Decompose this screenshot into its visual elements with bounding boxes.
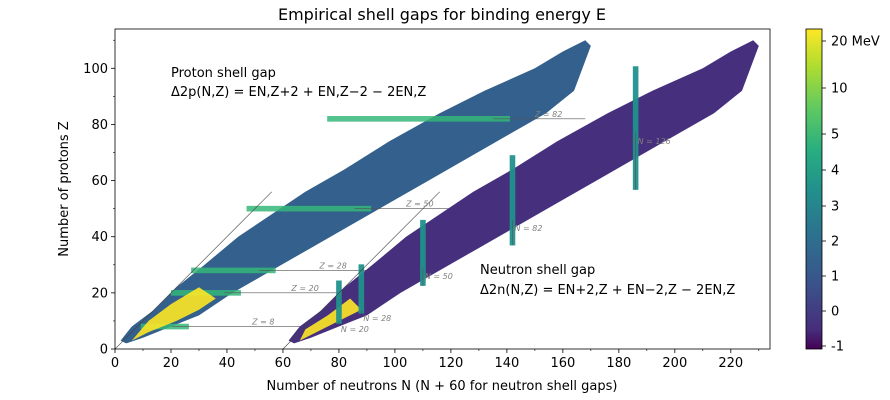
x-tick-label: 20 bbox=[163, 356, 180, 371]
proton-magic-label: Z = 50 bbox=[405, 200, 433, 209]
neutron-light-region bbox=[299, 298, 362, 341]
neutron-magic-label: N = 28 bbox=[363, 314, 391, 323]
y-axis: 0 20 40 60 80 100 bbox=[83, 39, 115, 358]
x-tick-label: 140 bbox=[494, 356, 519, 371]
neutron-annotation-title: Neutron shell gap bbox=[480, 263, 595, 278]
proton-light-region bbox=[131, 287, 216, 341]
proton-gap-strip bbox=[140, 323, 189, 330]
colorbar-tick-label: 3 bbox=[831, 200, 839, 215]
x-tick-label: 200 bbox=[662, 356, 687, 371]
proton-annotation-title: Proton shell gap bbox=[171, 66, 276, 81]
y-tick-label: 20 bbox=[91, 286, 108, 301]
proton-annotation-formula: Δ2p(N,Z) = EN,Z+2 + EN,Z−2 − 2EN,Z bbox=[171, 85, 426, 100]
neutron-magic-label: N = 126 bbox=[638, 137, 671, 146]
neutron-magic-label: N = 50 bbox=[425, 272, 453, 281]
neutron-gap-strip bbox=[509, 155, 516, 246]
y-tick-label: 0 bbox=[100, 343, 108, 358]
x-tick-label: 120 bbox=[438, 356, 463, 371]
neutron-gap-strip bbox=[420, 219, 426, 286]
neutron-annotation-formula: Δ2n(N,Z) = EN+2,Z + EN−2,Z − 2EN,Z bbox=[480, 283, 735, 298]
n-equals-z-shifted-line bbox=[282, 191, 440, 349]
neutron-gap-strip bbox=[632, 66, 639, 190]
y-tick-label: 80 bbox=[91, 118, 108, 133]
colorbar-tick-label: -1 bbox=[831, 340, 844, 355]
x-tick-label: 100 bbox=[383, 356, 408, 371]
y-tick-label: 100 bbox=[83, 62, 108, 77]
proton-gap-strip bbox=[191, 267, 276, 274]
neutron-shell-gap-band bbox=[288, 40, 759, 344]
colorbar-tick-label: 0 bbox=[831, 305, 839, 320]
neutron-gap-strip bbox=[358, 264, 365, 314]
x-tick-label: 180 bbox=[606, 356, 631, 371]
proton-magic-label: Z = 20 bbox=[290, 284, 318, 293]
y-tick-label: 60 bbox=[91, 174, 108, 189]
colorbar-tick-label: 20 MeV bbox=[831, 35, 880, 50]
proton-gap-strip bbox=[327, 116, 510, 122]
plot-frame bbox=[114, 28, 771, 350]
colorbar-gradient bbox=[805, 28, 823, 350]
y-axis-label: Number of protons Z bbox=[57, 121, 72, 256]
x-tick-label: 220 bbox=[718, 356, 743, 371]
n-equals-z-line bbox=[115, 191, 272, 349]
chart-title: Empirical shell gaps for binding energy … bbox=[278, 5, 606, 24]
colorbar-tick-label: 2 bbox=[831, 235, 839, 250]
neutron-magic-label: N = 82 bbox=[514, 224, 542, 233]
x-axis: 0 20 40 60 80 100 120 140 160 180 200 220 bbox=[111, 349, 760, 371]
x-tick-label: 60 bbox=[275, 356, 292, 371]
x-tick-label: 0 bbox=[111, 356, 119, 371]
magic-guide-lines bbox=[115, 191, 440, 349]
proton-shell-gap-band bbox=[120, 40, 591, 344]
proton-magic-label: Z = 8 bbox=[251, 318, 274, 327]
y-tick-label: 40 bbox=[91, 230, 108, 245]
colorbar-tick-label: 5 bbox=[831, 128, 839, 143]
proton-gap-strip bbox=[246, 205, 372, 212]
proton-magic-label: Z = 82 bbox=[534, 110, 562, 119]
proton-magic-label: Z = 28 bbox=[318, 261, 346, 270]
neutron-band-cells bbox=[288, 40, 759, 344]
plot-area bbox=[115, 40, 759, 349]
colorbar-tick-label: 10 bbox=[831, 82, 848, 97]
neutron-magic-label: N = 20 bbox=[341, 325, 369, 334]
colorbar-tick-label: 4 bbox=[831, 164, 839, 179]
colorbar-tick-label: 1 bbox=[831, 270, 839, 285]
magic-number-labels: Z = 8 Z = 20 Z = 28 Z = 50 Z = 82 N = 20 N = 2… bbox=[251, 110, 671, 334]
x-axis-label: Number of neutrons N (N + 60 for neutron… bbox=[267, 379, 618, 394]
neutron-gap-strip bbox=[336, 280, 342, 324]
x-tick-label: 40 bbox=[219, 356, 236, 371]
x-tick-label: 80 bbox=[331, 356, 348, 371]
x-tick-label: 160 bbox=[550, 356, 575, 371]
